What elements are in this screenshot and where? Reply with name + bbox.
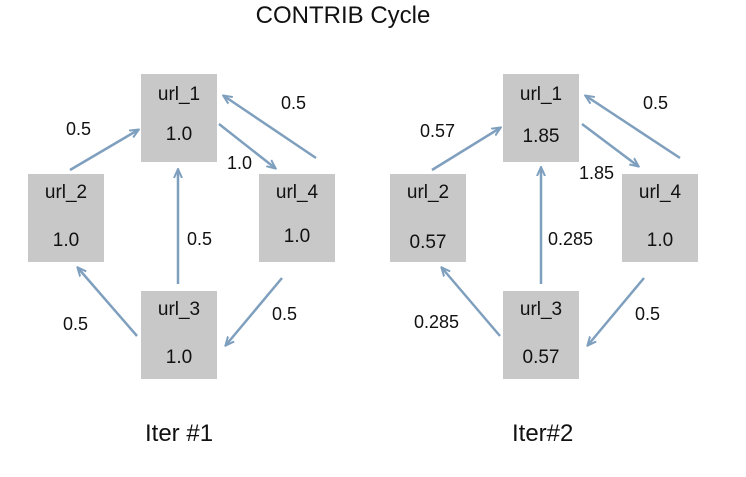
node-value: 1.0 — [646, 230, 674, 251]
iteration-label: Iter#2 — [512, 420, 574, 447]
node-iter2-url1: url_1 1.85 — [503, 74, 579, 162]
node-name: url_2 — [44, 182, 88, 203]
edge-weight-label: 0.5 — [187, 229, 213, 249]
edge-weight-label: 0.5 — [643, 93, 669, 113]
arrow-1-url1-to-url4 — [218, 123, 275, 168]
arrow-1-url3-to-url2 — [78, 268, 138, 337]
node-value: 0.57 — [409, 232, 447, 253]
node-value: 1.0 — [165, 124, 193, 145]
node-name: url_3 — [519, 299, 563, 320]
diagram-title: CONTRIB Cycle — [255, 2, 431, 29]
node-iter2-url2: url_2 0.57 — [390, 174, 466, 262]
node-name: url_4 — [275, 182, 319, 203]
edge-weight-label: 1.85 — [579, 163, 615, 183]
node-name: url_3 — [157, 299, 201, 320]
node-value: 1.0 — [283, 226, 311, 247]
node-name: url_4 — [638, 182, 682, 203]
node-name: url_1 — [519, 84, 563, 105]
node-iter1-url1: url_1 1.0 — [141, 74, 217, 162]
node-value: 0.57 — [522, 347, 560, 368]
node-iter2-url3: url_3 0.57 — [503, 291, 579, 379]
node-value: 1.0 — [165, 347, 193, 368]
node-iter1-url2: url_2 1.0 — [28, 174, 104, 262]
edge-weight-label: 1.0 — [227, 153, 253, 173]
arrow-1-url4-to-url1 — [224, 96, 317, 160]
edge-weight-label: 0.5 — [63, 314, 89, 334]
edge-weight-label: 0.57 — [420, 121, 456, 141]
node-iter2-url4: url_4 1.0 — [622, 174, 698, 262]
arrow-1-url2-to-url1 — [69, 130, 138, 172]
iteration-label: Iter #1 — [145, 420, 214, 447]
edge-weight-label: 0.5 — [281, 93, 307, 113]
arrow-2-url4-to-url3 — [588, 277, 645, 345]
arrow-1-url4-to-url3 — [226, 277, 283, 345]
node-value: 1.85 — [522, 126, 560, 147]
node-value: 1.0 — [52, 230, 80, 251]
arrow-2-url2-to-url1 — [431, 128, 500, 172]
edge-weight-label: 0.285 — [548, 229, 594, 249]
edge-weight-label: 0.5 — [66, 119, 92, 139]
node-name: url_2 — [406, 182, 450, 203]
arrow-2-url1-to-url4 — [581, 123, 638, 166]
edge-weight-label: 0.5 — [635, 304, 661, 324]
edge-weight-label: 0.5 — [272, 304, 298, 324]
node-iter1-url3: url_3 1.0 — [141, 291, 217, 379]
node-name: url_1 — [157, 84, 201, 105]
edge-weight-label: 0.285 — [414, 312, 460, 332]
arrow-2-url4-to-url1 — [586, 96, 681, 160]
arrow-2-url3-to-url2 — [442, 268, 501, 337]
node-iter1-url4: url_4 1.0 — [259, 174, 335, 262]
